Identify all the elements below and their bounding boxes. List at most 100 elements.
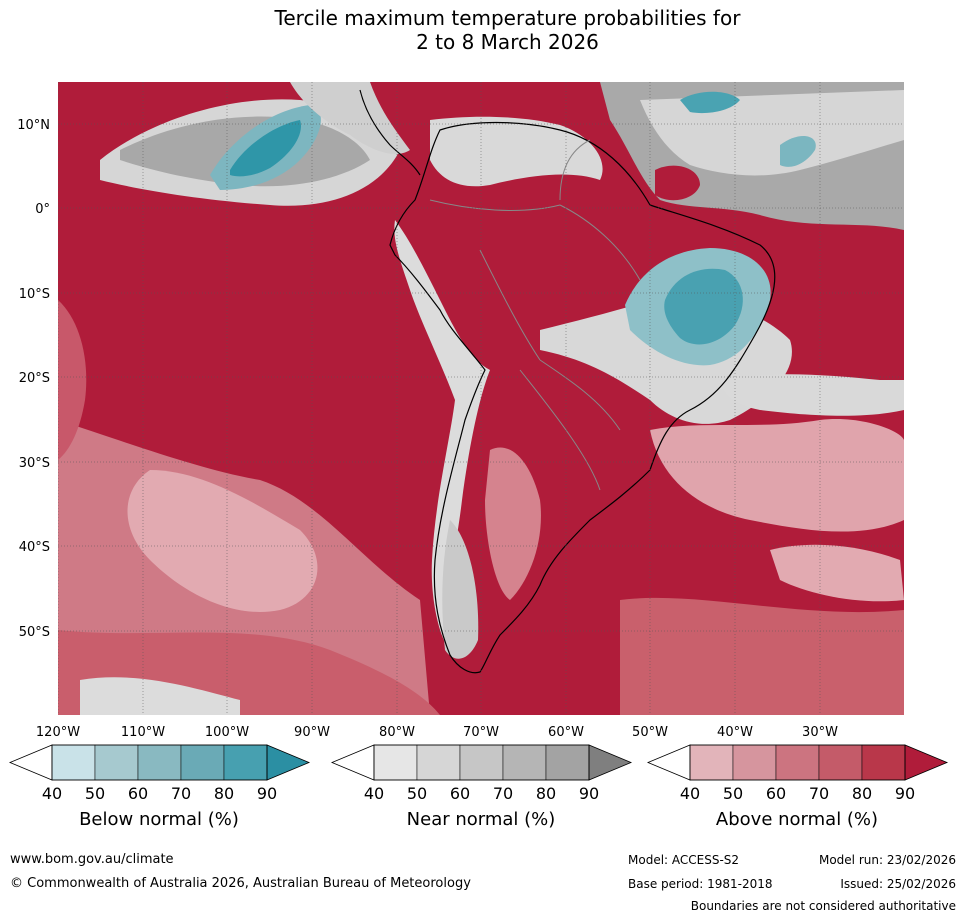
colorbar-tick-label: 80 (536, 784, 556, 803)
colorbar-extend-low (646, 744, 691, 781)
colorbar-tick-label: 50 (407, 784, 427, 803)
map-title: Tercile maximum temperature probabilitie… (0, 6, 965, 54)
colorbar-segment (137, 744, 182, 781)
colorbar-title-above: Above normal (%) (716, 809, 878, 830)
colorbar-tick-label: 40 (42, 784, 62, 803)
colorbar-tick-label: 60 (766, 784, 786, 803)
south-pacific-pale-patches (127, 470, 318, 612)
colorbar-segment (416, 744, 461, 781)
lat-label: 10°S (19, 287, 50, 302)
colorbar-tick-label: 90 (895, 784, 915, 803)
map-plot-area (58, 82, 904, 715)
colorbar-segment (861, 744, 906, 781)
lat-label: 0° (35, 202, 50, 217)
south-pacific-gray-patch (80, 677, 240, 715)
title-line-2: 2 to 8 March 2026 (416, 30, 599, 54)
country-borders (429, 139, 641, 491)
footer-model: Model: ACCESS-S2 (628, 853, 740, 867)
colorbar-tick-label: 50 (723, 784, 743, 803)
lon-label: 100°W (205, 725, 249, 740)
colorbar-segment (818, 744, 863, 781)
footer-issued: Issued: 25/02/2026 (840, 877, 956, 891)
north-atlantic-above-patch (655, 165, 700, 201)
colorbar-tick-label: 90 (257, 784, 277, 803)
footer-website[interactable]: www.bom.gov.au/climate (10, 852, 174, 867)
colorbar-tick-label: 70 (493, 784, 513, 803)
colorbar-segment (459, 744, 504, 781)
north-sa-near-normal (430, 116, 603, 187)
longitude-labels: 120°W 110°W 100°W 90°W 80°W 70°W 60°W 50… (36, 725, 838, 740)
lon-label: 90°W (294, 725, 330, 740)
east-atlantic-near (720, 374, 904, 416)
north-atlantic-below (680, 91, 740, 114)
colorbar-tick-label: 60 (128, 784, 148, 803)
colorbar-outline (689, 744, 906, 781)
lon-label: 80°W (379, 725, 415, 740)
lat-label: 40°S (19, 540, 50, 555)
andes-near-normal-strip (394, 220, 490, 650)
colorbar-segment (94, 744, 139, 781)
colorbar-tick-label: 70 (809, 784, 829, 803)
lat-label: 10°N (17, 118, 50, 133)
west-edge-band (58, 300, 87, 460)
colorbar-segment (775, 744, 820, 781)
colorbar-segment (180, 744, 225, 781)
colorbar-below-normal: 40 50 60 70 80 90 (8, 744, 311, 803)
lon-label: 40°W (717, 725, 753, 740)
lon-label: 30°W (802, 725, 838, 740)
lat-label: 30°S (19, 456, 50, 471)
colorbar-title-below: Below normal (%) (79, 809, 239, 830)
colorbar-extend-high (266, 744, 311, 781)
north-atlantic-below-2 (780, 135, 816, 167)
south-atlantic-pale-patch (770, 544, 904, 602)
central-america-coastline (359, 89, 421, 176)
colorbar-segment (373, 744, 418, 781)
colorbar-segment (223, 744, 268, 781)
colorbar-tick-label: 40 (364, 784, 384, 803)
colorbar-segment (502, 744, 547, 781)
colorbar-tick-label: 50 (85, 784, 105, 803)
colorbar-extend-high (904, 744, 949, 781)
footer-copyright: © Commonwealth of Australia 2026, Austra… (10, 876, 471, 891)
colorbar-segment (689, 744, 734, 781)
patagonia-near-normal (442, 520, 479, 659)
colorbar-segment (51, 744, 96, 781)
argentina-lighter-band (485, 447, 541, 600)
colorbar-outline (373, 744, 590, 781)
latitude-labels: 10°N 0° 10°S 20°S 30°S 40°S 50°S (17, 118, 50, 640)
east-atlantic-pale (650, 419, 904, 532)
colorbar-extend-low (330, 744, 375, 781)
colorbar-extend-high (588, 744, 633, 781)
colorbar-tick-label: 90 (579, 784, 599, 803)
colorbar-tick-label: 60 (450, 784, 470, 803)
south-america-coastline (389, 121, 776, 674)
colorbar-segment (732, 744, 777, 781)
title-line-1: Tercile maximum temperature probabilitie… (274, 6, 741, 30)
lon-label: 70°W (463, 725, 499, 740)
lat-label: 20°S (19, 371, 50, 386)
colorbar-segment (545, 744, 590, 781)
colorbar-above-normal: 40 50 60 70 80 90 (646, 744, 949, 803)
brazil-below-strong (664, 268, 743, 345)
colorbar-tick-label: 40 (680, 784, 700, 803)
footer-disclaimer: Boundaries are not considered authoritat… (690, 899, 956, 913)
tropical-pacific-below-strong (230, 120, 301, 177)
colorbar-outline (51, 744, 268, 781)
graticule (58, 82, 904, 715)
footer-model-run: Model run: 23/02/2026 (818, 853, 956, 867)
colorbar-tick-label: 80 (214, 784, 234, 803)
central-america-near-normal (290, 82, 410, 155)
colorbar-tick-label: 80 (852, 784, 872, 803)
colorbar-title-near: Near normal (%) (407, 809, 556, 830)
lat-label: 50°S (19, 625, 50, 640)
lon-label: 120°W (36, 725, 80, 740)
footer-base-period: Base period: 1981-2018 (628, 877, 773, 891)
colorbar-extend-low (8, 744, 53, 781)
south-atlantic-mid (620, 597, 904, 715)
lon-label: 110°W (121, 725, 165, 740)
colorbar-tick-label: 70 (171, 784, 191, 803)
lon-label: 60°W (548, 725, 584, 740)
colorbar-near-normal: 40 50 60 70 80 90 (330, 744, 633, 803)
lon-label: 50°W (632, 725, 668, 740)
